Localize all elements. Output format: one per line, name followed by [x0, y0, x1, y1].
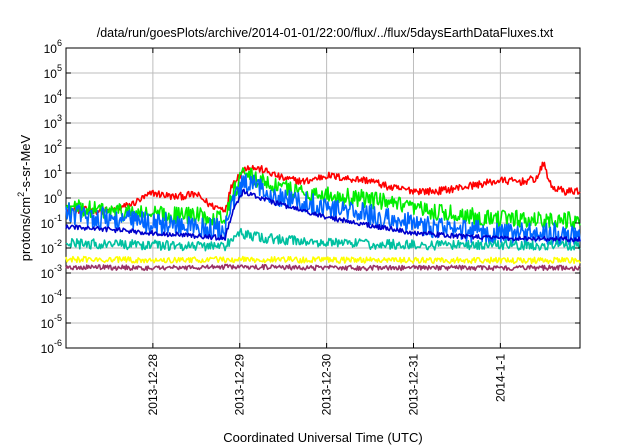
y-tick-label: 102 [44, 138, 62, 156]
y-tick-label: 10-4 [41, 288, 62, 306]
y-tick-label: 10-6 [41, 338, 62, 356]
series-line-5 [65, 255, 581, 265]
series-line-6 [65, 263, 581, 272]
y-tick-label: 100 [44, 188, 62, 206]
series-line-4 [65, 227, 581, 252]
y-tick-label: 106 [44, 38, 62, 56]
y-tick-label: 101 [44, 163, 62, 181]
y-tick-label: 10-5 [41, 313, 62, 331]
series-line-3 [65, 188, 581, 243]
x-tick-label: 2013-12-30 [320, 354, 334, 416]
x-tick-label: 2013-12-31 [406, 354, 420, 416]
x-tick-label: 2013-12-29 [233, 354, 247, 416]
y-tick-label: 10-1 [41, 213, 62, 231]
tick-layer: 10-6 10-5 10-4 10-3 10-2 10-1 100 101 102 103 104 1… [41, 38, 580, 415]
chart-title: /data/run/goesPlots/archive/2014-01-01/2… [97, 26, 554, 40]
series-layer [65, 161, 581, 272]
y-axis-title-suffix: -s-sr-MeV [18, 134, 33, 191]
x-axis-title: Coordinated Universal Time (UTC) [223, 430, 422, 445]
y-tick-label: 104 [44, 88, 62, 106]
y-tick-label: 103 [44, 113, 62, 131]
x-tick-label: 2013-12-28 [146, 354, 160, 416]
y-axis-title: protons/cm2-s-sr-MeV [16, 134, 33, 261]
x-tick-label: 2014-1-1 [493, 354, 507, 402]
y-tick-label: 105 [44, 63, 62, 81]
y-tick-label: 10-2 [41, 238, 62, 256]
y-axis-title-prefix: protons/cm [18, 197, 33, 261]
series-line-0 [65, 161, 581, 216]
y-axis-title-sup: 2 [16, 192, 26, 197]
series-line-1 [65, 167, 581, 229]
y-tick-label: 10-3 [41, 263, 62, 281]
